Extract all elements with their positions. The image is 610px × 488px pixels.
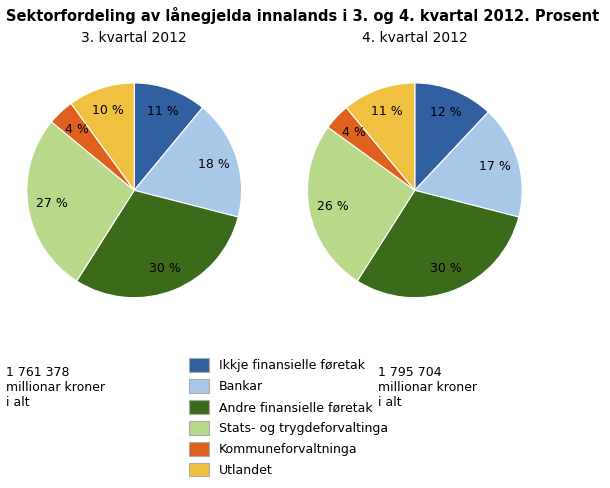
Wedge shape <box>134 107 242 217</box>
Text: 10 %: 10 % <box>92 104 124 117</box>
Text: 17 %: 17 % <box>479 161 511 173</box>
Text: 1 761 378
millionar kroner
i alt: 1 761 378 millionar kroner i alt <box>6 366 105 409</box>
Wedge shape <box>134 83 203 190</box>
Text: 30 %: 30 % <box>429 262 462 275</box>
Wedge shape <box>415 112 522 217</box>
Text: Sektorfordeling av lånegjelda innalands i 3. og 4. kvartal 2012. Prosent: Sektorfordeling av lånegjelda innalands … <box>6 7 600 24</box>
Wedge shape <box>307 127 415 281</box>
Text: 26 %: 26 % <box>317 200 348 212</box>
Title: 4. kvartal 2012: 4. kvartal 2012 <box>362 31 468 45</box>
Wedge shape <box>71 83 134 190</box>
Wedge shape <box>415 83 488 190</box>
Text: 4 %: 4 % <box>342 126 365 140</box>
Legend: Ikkje finansielle føretak, Bankar, Andre finansielle føretak, Stats- og trygdefo: Ikkje finansielle føretak, Bankar, Andre… <box>189 359 389 477</box>
Text: 11 %: 11 % <box>146 105 179 118</box>
Wedge shape <box>346 83 415 190</box>
Text: 11 %: 11 % <box>370 105 403 118</box>
Wedge shape <box>328 107 415 190</box>
Wedge shape <box>77 190 238 298</box>
Text: 27 %: 27 % <box>35 197 68 210</box>
Text: 30 %: 30 % <box>149 262 181 275</box>
Text: 1 795 704
millionar kroner
i alt: 1 795 704 millionar kroner i alt <box>378 366 477 409</box>
Title: 3. kvartal 2012: 3. kvartal 2012 <box>81 31 187 45</box>
Wedge shape <box>357 190 518 298</box>
Wedge shape <box>51 103 134 190</box>
Text: 12 %: 12 % <box>430 106 462 119</box>
Text: 4 %: 4 % <box>65 123 89 136</box>
Wedge shape <box>27 122 134 281</box>
Text: 18 %: 18 % <box>198 158 230 171</box>
